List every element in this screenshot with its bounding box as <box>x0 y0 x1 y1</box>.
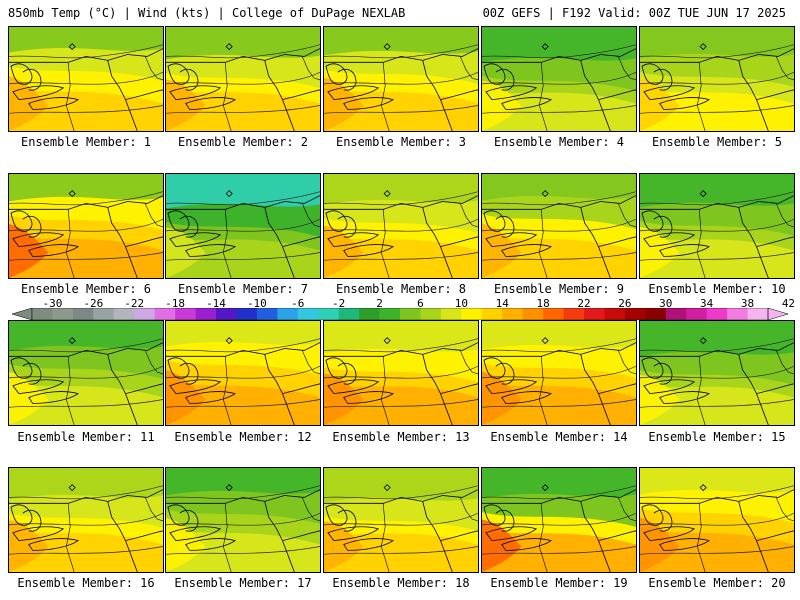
colorbar-cell <box>318 308 339 320</box>
colorbar-tick-label: -6 <box>291 297 305 310</box>
colorbar-cell <box>686 308 707 320</box>
colorbar-cell <box>113 308 135 320</box>
ensemble-member-label: Ensemble Member: 13 <box>332 430 470 444</box>
colorbar-cell <box>93 308 115 320</box>
colorbar-cell <box>236 308 258 320</box>
ensemble-member-map <box>323 26 479 132</box>
colorbar-tick-label: -26 <box>83 297 104 310</box>
colorbar-cell <box>379 308 401 320</box>
colorbar-cell <box>175 308 196 320</box>
colorbar-cell <box>645 308 667 320</box>
ensemble-member-label: Ensemble Member: 1 <box>20 135 152 149</box>
colorbar-cell <box>624 308 646 320</box>
colorbar-cell <box>154 308 176 320</box>
ensemble-member-map <box>481 173 637 279</box>
colorbar-cell <box>584 308 605 320</box>
ensemble-member-map <box>8 26 164 132</box>
ensemble-member-map <box>165 467 321 573</box>
colorbar-cell <box>440 308 462 320</box>
ensemble-member-label: Ensemble Member: 9 <box>493 282 625 296</box>
ensemble-member-map <box>481 467 637 573</box>
colorbar-min-arrow <box>12 308 33 320</box>
colorbar-cell <box>359 308 380 320</box>
colorbar-cell <box>502 308 523 320</box>
colorbar-cell <box>481 308 503 320</box>
ensemble-member-label: Ensemble Member: 18 <box>332 576 470 590</box>
colorbar-cell <box>747 308 769 320</box>
temperature-colorbar <box>12 308 788 320</box>
ensemble-member-map <box>8 173 164 279</box>
colorbar-tick-label: -10 <box>246 297 267 310</box>
colorbar-cell <box>277 308 299 320</box>
colorbar-cell <box>543 308 564 320</box>
colorbar-tick-label: 30 <box>659 297 673 310</box>
ensemble-member-map <box>639 173 795 279</box>
colorbar-cell <box>461 308 483 320</box>
colorbar-cell <box>420 308 442 320</box>
ensemble-member-label: Ensemble Member: 8 <box>335 282 467 296</box>
colorbar-tick-label: -30 <box>42 297 63 310</box>
colorbar-cell <box>665 308 687 320</box>
ensemble-member-map <box>165 320 321 426</box>
colorbar-tick-label: 2 <box>376 297 383 310</box>
ensemble-member-label: Ensemble Member: 19 <box>490 576 628 590</box>
colorbar-cell <box>72 308 94 320</box>
colorbar-tick-label: 18 <box>536 297 550 310</box>
ensemble-member-label: Ensemble Member: 2 <box>177 135 309 149</box>
ensemble-member-map <box>481 320 637 426</box>
colorbar-tick-label: 38 <box>740 297 755 310</box>
ensemble-member-map <box>323 320 479 426</box>
colorbar-cell <box>216 308 237 320</box>
ensemble-member-label: Ensemble Member: 14 <box>490 430 628 444</box>
ensemble-member-map <box>165 26 321 132</box>
chart-title: 850mb Temp (°C) | Wind (kts) | College o… <box>8 6 406 20</box>
colorbar-cell <box>727 308 748 320</box>
ensemble-member-map <box>639 320 795 426</box>
colorbar-tick-label: -22 <box>124 297 145 310</box>
ensemble-member-map <box>639 467 795 573</box>
colorbar-cell <box>604 308 626 320</box>
ensemble-member-map <box>481 26 637 132</box>
ensemble-member-label: Ensemble Member: 15 <box>648 430 786 444</box>
colorbar-cell <box>563 308 585 320</box>
ensemble-member-map <box>165 173 321 279</box>
ensemble-member-label: Ensemble Member: 7 <box>177 282 309 296</box>
colorbar-tick-label: -18 <box>165 297 186 310</box>
ensemble-member-label: Ensemble Member: 20 <box>648 576 786 590</box>
colorbar-cell <box>134 308 155 320</box>
ensemble-member-map <box>8 320 164 426</box>
colorbar-cell <box>522 308 544 320</box>
ensemble-member-label: Ensemble Member: 4 <box>493 135 625 149</box>
colorbar-cell <box>32 308 53 320</box>
colorbar-tick-label: 6 <box>417 297 424 310</box>
ensemble-member-label: Ensemble Member: 17 <box>174 576 312 590</box>
colorbar-tick-label: -14 <box>206 297 226 310</box>
ensemble-member-label: Ensemble Member: 5 <box>651 135 783 149</box>
ensemble-member-map <box>639 26 795 132</box>
ensemble-member-label: Ensemble Member: 10 <box>648 282 786 296</box>
colorbar-cell <box>706 308 728 320</box>
ensemble-member-label: Ensemble Member: 16 <box>17 576 155 590</box>
colorbar-cell <box>52 308 74 320</box>
colorbar-tick-label: 34 <box>700 297 714 310</box>
colorbar-cell <box>297 308 319 320</box>
colorbar-tick-label: -2 <box>332 297 346 310</box>
colorbar-cell <box>338 308 360 320</box>
colorbar-cell <box>256 308 278 320</box>
colorbar-tick-label: 14 <box>495 297 509 310</box>
ensemble-member-map <box>323 173 479 279</box>
ensemble-member-label: Ensemble Member: 3 <box>335 135 467 149</box>
colorbar-tick-label: 42 <box>781 297 796 310</box>
ensemble-member-label: Ensemble Member: 6 <box>20 282 152 296</box>
ensemble-member-map <box>8 467 164 573</box>
colorbar-tick-label: 26 <box>618 297 632 310</box>
ensemble-member-label: Ensemble Member: 11 <box>17 430 155 444</box>
ensemble-member-map <box>323 467 479 573</box>
ensemble-member-label: Ensemble Member: 12 <box>174 430 312 444</box>
colorbar-tick-label: 22 <box>577 297 591 310</box>
colorbar-cell <box>195 308 217 320</box>
colorbar-cell <box>400 308 421 320</box>
colorbar-tick-label: 10 <box>454 297 468 310</box>
run-valid-time: 00Z GEFS | F192 Valid: 00Z TUE JUN 17 20… <box>482 6 786 20</box>
